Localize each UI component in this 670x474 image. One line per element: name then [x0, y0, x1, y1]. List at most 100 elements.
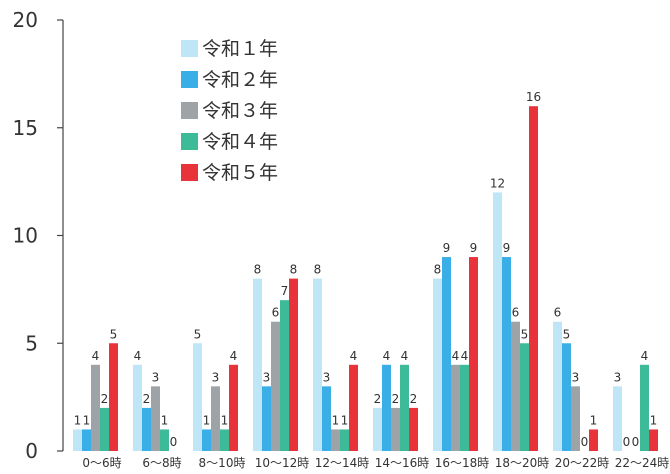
bar-value-label: 3 [323, 370, 331, 384]
bar [202, 429, 211, 451]
bar [571, 386, 580, 451]
bar [442, 257, 451, 451]
bar-value-label: 3 [152, 370, 160, 384]
bar-value-label: 0 [170, 435, 178, 449]
bar [400, 364, 409, 451]
bar-value-label: 16 [526, 90, 541, 104]
bar-value-label: 9 [443, 241, 451, 255]
bars [73, 106, 658, 451]
bar-value-label: 0 [632, 435, 640, 449]
bar-value-label: 2 [392, 392, 400, 406]
legend-swatch [181, 102, 198, 119]
bar-value-label: 7 [281, 284, 289, 298]
bar-value-label: 4 [92, 349, 100, 363]
bar-value-label: 2 [410, 392, 418, 406]
bar [109, 343, 118, 451]
bar [553, 321, 562, 451]
y-tick-label: 0 [25, 439, 38, 463]
legend-label: 令和５年 [202, 162, 278, 184]
bar [151, 386, 160, 451]
bar-value-label: 5 [521, 327, 529, 341]
y-tick-label: 20 [13, 8, 38, 32]
x-tick-label: 10～12時 [255, 456, 310, 470]
x-tick-label: 20～22時 [555, 456, 610, 470]
bar [640, 364, 649, 451]
bar-value-label: 3 [212, 370, 220, 384]
legend-swatch [181, 133, 198, 150]
bar-value-label: 1 [650, 413, 658, 427]
legend-label: 令和４年 [202, 131, 278, 153]
bar-value-label: 1 [74, 413, 82, 427]
bar [613, 386, 622, 451]
bar [589, 429, 598, 451]
bar [100, 407, 109, 451]
bar-value-label: 4 [383, 349, 391, 363]
bar [373, 407, 382, 451]
bar-value-label: 0 [581, 435, 589, 449]
bar [502, 257, 511, 451]
bar-value-label: 6 [554, 306, 562, 320]
x-tick-label: 14～16時 [375, 456, 430, 470]
bar [160, 429, 169, 451]
bar [391, 407, 400, 451]
bar [322, 386, 331, 451]
bar-value-label: 4 [401, 349, 409, 363]
x-tick-label: 18～20時 [495, 456, 550, 470]
bar-value-label: 6 [512, 306, 520, 320]
bar-value-label: 6 [272, 306, 280, 320]
bar-value-label: 2 [101, 392, 109, 406]
bar [382, 364, 391, 451]
bar-value-label: 4 [230, 349, 238, 363]
legend-label: 令和１年 [202, 38, 278, 60]
bar [511, 321, 520, 451]
legend-label: 令和３年 [202, 100, 278, 122]
bar [433, 278, 442, 451]
bar [409, 407, 418, 451]
bar-value-label: 5 [194, 327, 202, 341]
y-tick-label: 15 [13, 116, 38, 140]
bar [331, 429, 340, 451]
x-tick-label: 16～18時 [435, 456, 490, 470]
x-tick-label: 8～10時 [199, 456, 246, 470]
bar-value-label: 1 [221, 413, 229, 427]
bar [469, 257, 478, 451]
bar [349, 364, 358, 451]
bar [220, 429, 229, 451]
bar-value-label: 8 [254, 263, 262, 277]
bar [142, 407, 151, 451]
bar-value-label: 12 [490, 176, 505, 190]
x-tick-label: 12～14時 [315, 456, 370, 470]
bar [262, 386, 271, 451]
bar-value-label: 9 [470, 241, 478, 255]
bar [313, 278, 322, 451]
bar-value-label: 5 [110, 327, 118, 341]
bar-value-label: 1 [332, 413, 340, 427]
y-tick-label: 10 [13, 224, 38, 248]
bar-value-label: 3 [572, 370, 580, 384]
bar [229, 364, 238, 451]
bar [73, 429, 82, 451]
bar [133, 364, 142, 451]
bar-value-label: 4 [134, 349, 142, 363]
bar [520, 343, 529, 451]
bar [280, 300, 289, 451]
bar-value-label: 2 [374, 392, 382, 406]
bar-value-label: 9 [503, 241, 511, 255]
y-tick-label: 5 [25, 331, 38, 355]
bar-value-label: 3 [263, 370, 271, 384]
x-tick-label: 22～24時 [615, 456, 670, 470]
bar-value-label: 1 [203, 413, 211, 427]
legend-swatch [181, 71, 198, 88]
bar-value-label: 1 [590, 413, 598, 427]
bar-value-label: 8 [290, 263, 298, 277]
bar-value-label: 4 [350, 349, 358, 363]
bar-value-label: 1 [161, 413, 169, 427]
bar [82, 429, 91, 451]
bar-value-label: 4 [452, 349, 460, 363]
x-tick-label: 6～8時 [142, 456, 181, 470]
x-tick-label: 0～6時 [82, 456, 121, 470]
